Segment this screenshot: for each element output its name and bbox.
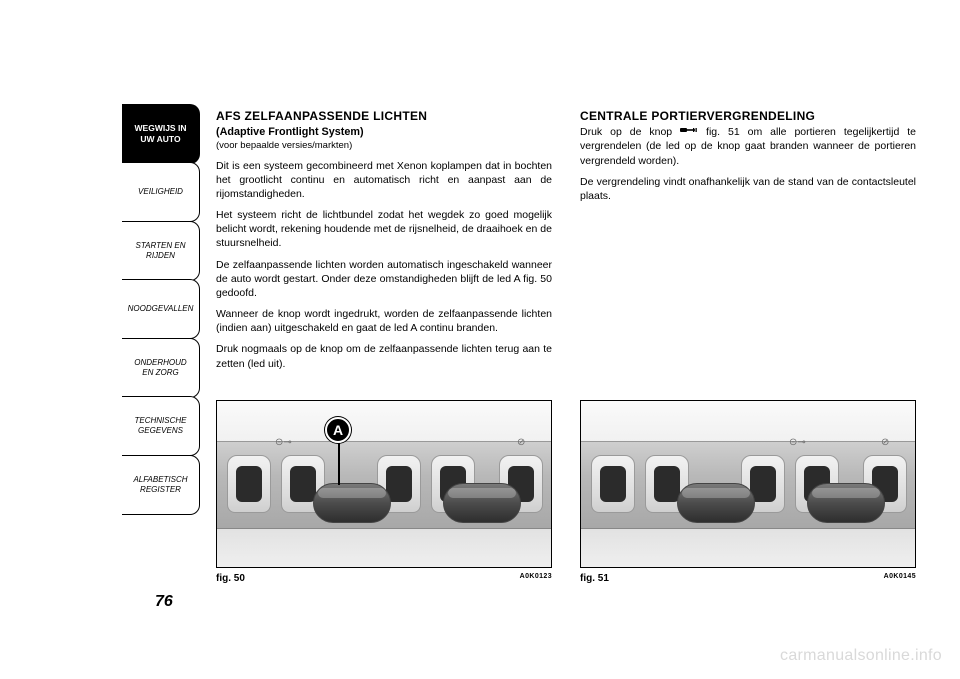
panel-slot xyxy=(591,455,635,513)
callout-marker-a: A xyxy=(325,417,351,443)
tab-alfabetisch[interactable]: ALFABETISCH REGISTER xyxy=(122,455,200,515)
tab-noodgevallen[interactable]: NOODGEVALLEN xyxy=(122,279,200,339)
lock-button xyxy=(443,483,521,523)
afs-p1: Dit is een systeem gecombineerd met Xeno… xyxy=(216,159,552,202)
figure-51: ⊝⊸ ⊘ fig. 51 A0K0145 xyxy=(580,400,916,584)
marker-line xyxy=(338,443,340,485)
car-crossed-icon: ⊘ xyxy=(517,437,525,448)
afs-p4: Wanneer de knop wordt ingedrukt, worden … xyxy=(216,307,552,335)
afs-heading: AFS ZELFAANPASSENDE LICHTEN xyxy=(216,108,552,124)
figure-50: ⊝⊸ ⊘ A fig. 50 A0K0123 xyxy=(216,400,552,584)
lock-p1: Druk op de knop fig. 51 om alle portiere… xyxy=(580,125,916,168)
lock-button xyxy=(807,483,885,523)
page-number: 76 xyxy=(155,593,173,611)
sidebar: WEGWIJS IN UW AUTO VEILIGHEID STARTEN EN… xyxy=(122,105,200,515)
panel-slot xyxy=(227,455,271,513)
figure-50-caption: fig. 50 A0K0123 xyxy=(216,573,552,584)
car-crossed-icon: ⊘ xyxy=(881,437,889,448)
afs-p5: Druk nogmaals op de knop om de zelfaanpa… xyxy=(216,342,552,370)
figures-row: ⊝⊸ ⊘ A fig. 50 A0K0123 ⊝⊸ ⊘ xyxy=(216,400,916,584)
page: WEGWIJS IN UW AUTO VEILIGHEID STARTEN EN… xyxy=(0,0,960,679)
watermark: carmanualsonline.info xyxy=(780,647,942,665)
tab-label: NOODGEVALLEN xyxy=(122,304,200,314)
afs-p3: De zelfaanpassende lichten worden automa… xyxy=(216,258,552,301)
tab-label: ALFABETISCH REGISTER xyxy=(122,475,199,494)
tab-wegwijs[interactable]: WEGWIJS IN UW AUTO xyxy=(122,104,200,164)
afs-button xyxy=(677,483,755,523)
figure-51-caption: fig. 51 A0K0145 xyxy=(580,573,916,584)
figure-50-code: A0K0123 xyxy=(520,573,552,584)
figure-50-image: ⊝⊸ ⊘ A xyxy=(216,400,552,568)
tab-technische[interactable]: TECHNISCHE GEGEVENS xyxy=(122,396,200,456)
car-key-icon: ⊝⊸ xyxy=(789,437,806,448)
afs-subheading: (Adaptive Frontlight System) xyxy=(216,125,552,140)
figure-50-label: fig. 50 xyxy=(216,573,245,584)
tab-label: ONDERHOUD EN ZORG xyxy=(122,358,199,377)
tab-label: TECHNISCHE GEGEVENS xyxy=(122,416,199,435)
content: AFS ZELFAANPASSENDE LICHTEN (Adaptive Fr… xyxy=(216,108,916,378)
tab-label: VEILIGHEID xyxy=(132,187,189,197)
figure-51-code: A0K0145 xyxy=(884,573,916,584)
left-column: AFS ZELFAANPASSENDE LICHTEN (Adaptive Fr… xyxy=(216,108,552,378)
tab-starten[interactable]: STARTEN EN RIJDEN xyxy=(122,221,200,281)
afs-p2: Het systeem richt de lichtbundel zodat h… xyxy=(216,208,552,251)
afs-button xyxy=(313,483,391,523)
car-key-icon: ⊝⊸ xyxy=(275,437,292,448)
tab-label: WEGWIJS IN UW AUTO xyxy=(122,123,199,143)
figure-51-label: fig. 51 xyxy=(580,573,609,584)
key-lock-icon xyxy=(680,125,698,139)
tab-label: STARTEN EN RIJDEN xyxy=(122,241,199,260)
tab-veiligheid[interactable]: VEILIGHEID xyxy=(122,162,200,222)
lock-p1a: Druk op de knop xyxy=(580,126,680,138)
lock-heading: CENTRALE PORTIERVERGRENDELING xyxy=(580,108,916,124)
tab-onderhoud[interactable]: ONDERHOUD EN ZORG xyxy=(122,338,200,398)
lock-p2: De vergrendeling vindt onafhankelijk van… xyxy=(580,175,916,203)
afs-note: (voor bepaalde versies/markten) xyxy=(216,140,552,153)
figure-51-image: ⊝⊸ ⊘ xyxy=(580,400,916,568)
right-column: CENTRALE PORTIERVERGRENDELING Druk op de… xyxy=(580,108,916,378)
